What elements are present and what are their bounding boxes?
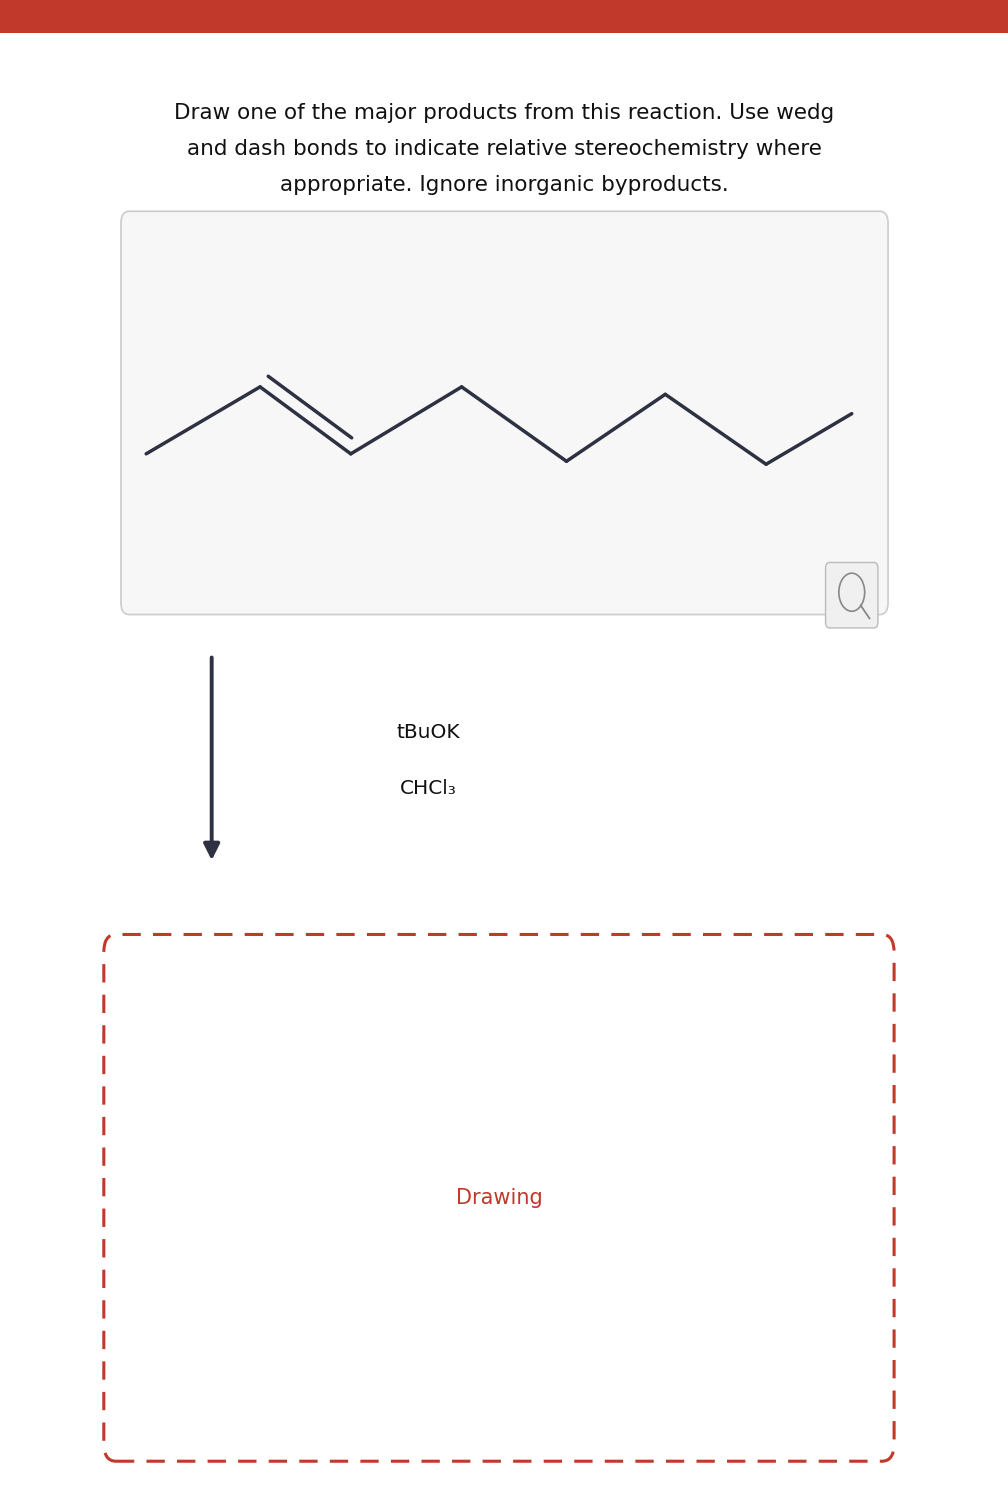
Text: appropriate. Ignore inorganic byproducts.: appropriate. Ignore inorganic byproducts…: [279, 174, 729, 195]
Text: and dash bonds to indicate relative stereochemistry where: and dash bonds to indicate relative ster…: [186, 138, 822, 159]
FancyBboxPatch shape: [121, 211, 888, 615]
Text: CHCl₃: CHCl₃: [400, 780, 457, 798]
Bar: [0, 0, 1008, 33]
Text: tBuOK: tBuOK: [396, 723, 461, 741]
FancyBboxPatch shape: [104, 934, 894, 1461]
FancyBboxPatch shape: [826, 562, 878, 628]
Text: Drawing: Drawing: [456, 1187, 542, 1208]
Text: Draw one of the major products from this reaction. Use wedg: Draw one of the major products from this…: [173, 103, 835, 124]
